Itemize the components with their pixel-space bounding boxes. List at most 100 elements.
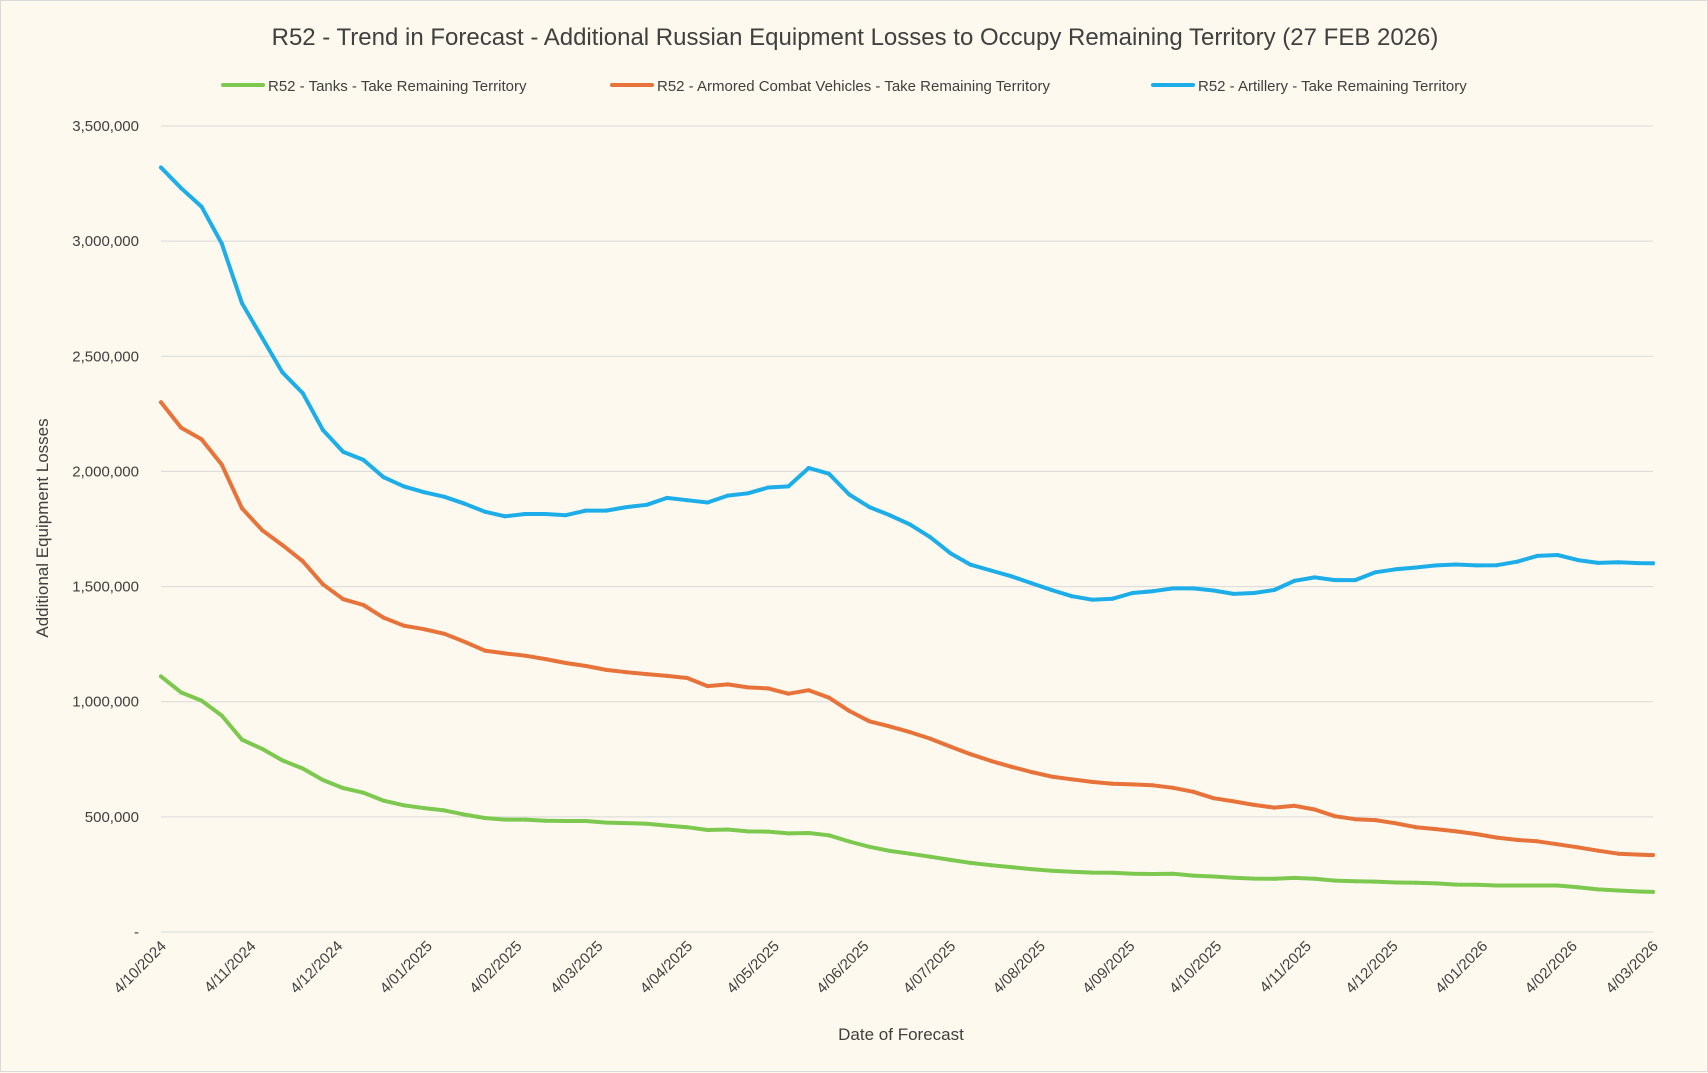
data-point-acv: [665, 673, 669, 678]
data-point-tanks: [1272, 876, 1277, 881]
data-point-artillery: [604, 508, 609, 513]
data-point-artillery: [1616, 560, 1621, 565]
data-point-artillery: [806, 466, 811, 470]
data-point-tanks: [1413, 880, 1418, 885]
data-point-acv: [685, 676, 690, 680]
data-point-acv: [988, 758, 993, 763]
data-point-acv: [462, 639, 467, 644]
data-point-tanks: [1636, 889, 1641, 894]
data-point-tanks: [199, 698, 204, 703]
data-point-artillery: [1252, 591, 1256, 595]
data-point-acv: [219, 462, 224, 467]
data-point-artillery: [503, 514, 508, 519]
data-point-acv: [1069, 777, 1074, 782]
data-point-acv: [1596, 848, 1601, 853]
data-point-artillery: [1150, 589, 1155, 594]
data-point-artillery: [847, 492, 852, 497]
data-point-acv: [1434, 827, 1439, 832]
x-tick-label: 4/01/2025: [377, 938, 436, 997]
data-point-acv: [1130, 782, 1135, 787]
data-point-acv: [1292, 803, 1297, 808]
data-point-acv: [725, 682, 730, 687]
legend-item-artillery: R52 - Artillery - Take Remaining Territo…: [1151, 78, 1467, 95]
data-point-tanks: [1332, 878, 1337, 883]
data-point-tanks: [300, 766, 305, 771]
data-point-artillery: [786, 484, 791, 489]
data-point-acv: [523, 653, 528, 658]
data-point-artillery: [1434, 563, 1439, 568]
data-point-tanks: [1651, 889, 1655, 894]
data-point-tanks: [1353, 879, 1358, 884]
data-point-acv: [280, 543, 285, 548]
data-point-tanks: [867, 844, 872, 849]
gridlines: [161, 125, 1653, 933]
data-point-tanks: [847, 839, 852, 844]
legend-item-tanks: R52 - Tanks - Take Remaining Territory: [221, 78, 527, 95]
data-point-acv: [1373, 818, 1378, 823]
data-point-tanks: [1029, 867, 1034, 872]
data-point-acv: [361, 603, 366, 607]
data-point-artillery: [341, 449, 346, 454]
data-point-artillery: [644, 502, 649, 507]
data-point-tanks: [948, 857, 953, 862]
series-acv: [159, 400, 1655, 858]
data-point-artillery: [1231, 591, 1236, 596]
series-line-artillery: [159, 165, 1655, 602]
data-point-artillery: [1069, 594, 1074, 599]
data-point-acv: [948, 744, 953, 749]
data-point-artillery: [1494, 563, 1499, 568]
data-point-artillery: [1090, 597, 1095, 602]
data-point-artillery: [1555, 553, 1560, 557]
data-point-artillery: [1110, 596, 1115, 601]
data-point-acv: [482, 648, 487, 653]
legend-label-acv: R52 - Armored Combat Vehicles - Take Rem…: [657, 78, 1050, 95]
data-point-tanks: [1494, 883, 1499, 888]
data-point-tanks: [665, 823, 669, 828]
data-point-tanks: [644, 821, 649, 826]
y-tick-label: 2,500,000: [72, 348, 139, 365]
data-point-acv: [1555, 842, 1560, 847]
data-point-artillery: [867, 505, 872, 510]
legend-item-acv: R52 - Armored Combat Vehicles - Take Rem…: [610, 78, 1050, 95]
data-point-artillery: [1353, 578, 1358, 583]
data-point-acv: [887, 724, 892, 729]
data-point-tanks: [442, 808, 447, 813]
x-tick-label: 4/03/2026: [1603, 938, 1662, 997]
data-point-acv: [1049, 774, 1054, 779]
data-point-acv: [341, 597, 346, 602]
data-point-acv: [644, 672, 649, 677]
data-point-artillery: [1292, 578, 1297, 583]
data-point-artillery: [584, 508, 588, 513]
data-point-acv: [867, 719, 872, 724]
data-point-artillery: [1596, 560, 1601, 565]
data-point-artillery: [685, 498, 690, 503]
data-point-artillery: [1272, 588, 1277, 592]
data-point-tanks: [1535, 883, 1540, 888]
data-point-artillery: [826, 471, 831, 476]
data-point-acv: [624, 670, 629, 675]
data-point-tanks: [503, 817, 508, 822]
data-point-acv: [1515, 837, 1520, 842]
data-point-artillery: [1191, 586, 1196, 591]
series-lines: [159, 165, 1655, 894]
data-point-tanks: [1009, 865, 1014, 870]
data-point-acv: [381, 615, 386, 620]
chart-title: R52 - Trend in Forecast - Additional Rus…: [272, 24, 1439, 51]
data-point-acv: [159, 400, 163, 405]
data-point-acv: [847, 708, 852, 713]
x-tick-label: 4/06/2025: [813, 938, 872, 997]
x-tick-label: 4/11/2024: [201, 938, 259, 996]
data-point-acv: [1150, 783, 1155, 788]
data-point-acv: [199, 437, 204, 442]
data-point-artillery: [1373, 570, 1378, 575]
x-tick-label: 4/03/2025: [547, 938, 606, 997]
data-point-acv: [766, 686, 771, 691]
x-tick-label: 4/11/2025: [1256, 938, 1314, 996]
data-point-tanks: [341, 786, 346, 791]
data-point-acv: [260, 528, 265, 533]
data-point-acv: [422, 627, 427, 632]
data-point-tanks: [462, 812, 467, 817]
data-point-tanks: [705, 828, 710, 832]
data-point-tanks: [928, 854, 933, 859]
